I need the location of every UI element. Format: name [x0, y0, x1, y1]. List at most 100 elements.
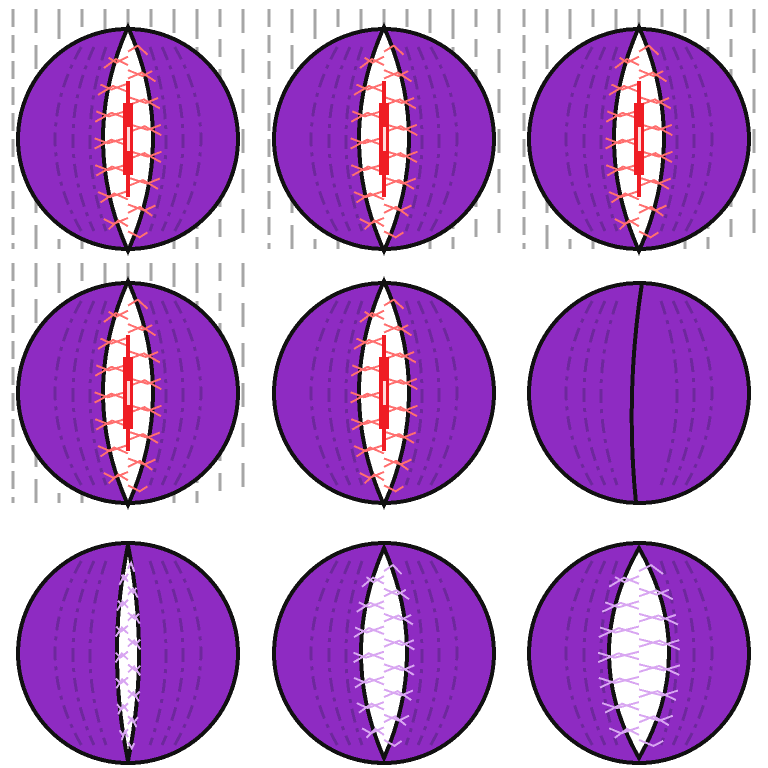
eye-vein: [127, 690, 140, 702]
orb-stripe: [684, 300, 714, 486]
eye-vein: [97, 84, 129, 96]
eye-vein: [356, 701, 385, 710]
eye-veins: [94, 44, 162, 239]
eye-vein: [127, 638, 142, 651]
eye-vein: [127, 178, 159, 190]
eye-vein: [94, 390, 129, 399]
eye-vein: [597, 650, 640, 659]
eye-vein: [383, 230, 405, 239]
eye-vein: [638, 688, 679, 697]
eye-vein: [638, 612, 677, 621]
eye-vein: [383, 69, 409, 78]
orb-stripe: [53, 300, 83, 486]
orb-stripe: [582, 560, 607, 746]
eye-vein: [601, 701, 640, 710]
eye-vein: [114, 626, 129, 638]
orb-stripes: [309, 560, 459, 746]
eye-vein: [127, 298, 149, 310]
eye-vein: [127, 716, 138, 728]
eye-vein: [127, 560, 136, 573]
eye-vein: [107, 55, 129, 64]
eye-vein: [601, 601, 640, 613]
orb-stripe: [88, 560, 108, 746]
eye-vein: [95, 419, 129, 431]
sprite-frame: [11, 263, 245, 510]
eye-vein: [127, 149, 162, 158]
eye-vein: [638, 587, 670, 596]
eye-vein: [127, 741, 136, 751]
orb-stripes: [53, 46, 203, 232]
eye-vein: [127, 44, 149, 56]
eye-vein: [383, 587, 407, 596]
eye-veins: [350, 44, 418, 239]
orb-stripe: [148, 300, 168, 486]
eye-vein: [351, 419, 385, 431]
eye-vein: [115, 624, 129, 633]
eye-vein: [358, 702, 385, 714]
eye-vein: [608, 576, 640, 588]
eye-veins: [597, 563, 681, 748]
orb-stripe: [404, 560, 424, 746]
eye-vein: [354, 677, 385, 689]
eye-vein: [383, 379, 418, 391]
eye-vein: [127, 664, 142, 677]
eye-vein: [114, 650, 129, 659]
eye-vein: [94, 111, 129, 123]
orb-stripe: [429, 560, 459, 746]
orb-stripe: [71, 300, 96, 486]
orb-stripe: [684, 46, 714, 232]
eye-vein: [383, 638, 415, 647]
orb-stripe: [671, 46, 696, 232]
orb-stripe: [88, 46, 108, 232]
eye-vein: [599, 625, 640, 634]
eye-vein: [383, 612, 412, 621]
eye-vein: [350, 417, 385, 426]
eye-vein: [383, 715, 407, 727]
eye-vein: [383, 639, 415, 651]
eye-vein: [353, 650, 385, 659]
eye-vein: [383, 205, 409, 217]
orb-stripe: [671, 300, 696, 486]
eye-vein: [383, 689, 412, 701]
orb-stripes: [309, 46, 459, 232]
eye-vein: [114, 651, 129, 664]
eye-vein: [127, 484, 149, 493]
orb-stripes: [53, 300, 203, 486]
orb-stripe: [564, 560, 594, 746]
eye-vein: [127, 406, 162, 418]
eye-vein: [115, 677, 129, 689]
eye-vein: [127, 432, 159, 444]
eye-vein: [638, 122, 673, 131]
eye-vein: [638, 614, 679, 626]
eye-vein: [383, 125, 418, 137]
orb-stripe: [88, 300, 108, 486]
orb-stripes: [564, 300, 714, 486]
eye-vein: [127, 613, 141, 625]
eye-vein: [383, 432, 415, 444]
sprite-frame: [11, 9, 245, 256]
eye-vein: [127, 96, 159, 105]
orb-stripe: [671, 560, 696, 746]
eye-vein: [383, 406, 418, 418]
eye-vein: [597, 652, 640, 664]
eye-vein: [95, 109, 129, 118]
orb-stripe: [309, 300, 339, 486]
eye-vein: [383, 96, 415, 105]
eye-vein: [383, 98, 417, 110]
eye-vein: [354, 625, 385, 634]
eye-vein: [363, 473, 385, 485]
eye-vein: [127, 230, 149, 239]
orb-stripe: [416, 560, 441, 746]
eye-vein: [94, 138, 129, 150]
eye-vein: [127, 379, 162, 391]
eye-veins: [605, 44, 673, 239]
eye-vein: [351, 165, 385, 177]
orb-stripe: [684, 560, 714, 746]
orb-stripe: [344, 46, 364, 232]
orb-stripe: [173, 300, 203, 486]
eye-vein: [127, 663, 142, 672]
eye-vein: [117, 703, 129, 715]
orb-stripe: [309, 46, 339, 232]
eye-vein: [611, 82, 640, 91]
orb-stripe: [599, 300, 619, 486]
